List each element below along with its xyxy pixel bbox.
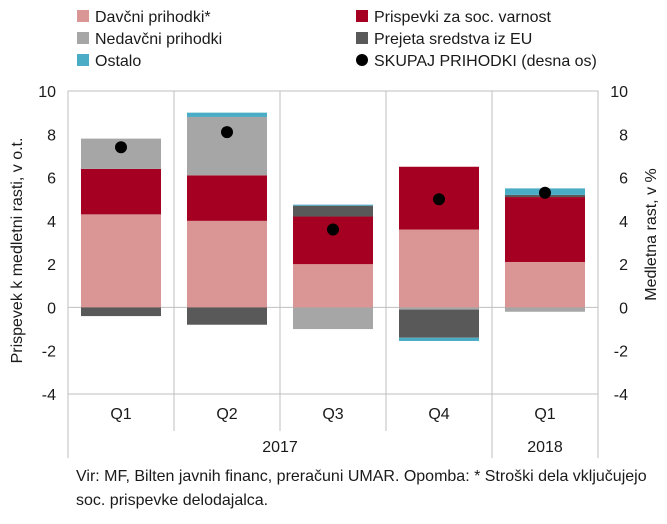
- legend-swatch: [77, 32, 89, 44]
- x-tick-label: Q3: [322, 406, 343, 423]
- y-tick-label: 8: [47, 127, 56, 144]
- bar-segment-1: [399, 229, 479, 308]
- y-tick-label: -2: [42, 344, 56, 361]
- bar-segment-2: [81, 168, 161, 215]
- x-tick-label: Q1: [110, 406, 131, 423]
- legend-label: Ostalo: [95, 53, 141, 70]
- legend-label: SKUPAJ PRIHODKI (desna os): [374, 53, 597, 70]
- legend-label: Prispevki za soc. varnost: [374, 9, 552, 26]
- bar-segment-1: [293, 264, 373, 308]
- bar-segment-4: [293, 205, 373, 217]
- legend-dot: [356, 54, 368, 66]
- y2-tick-label: 4: [619, 214, 628, 231]
- legend-swatch: [77, 54, 89, 66]
- x-tick-label: Q2: [216, 406, 237, 423]
- y-axis-title: Prispevek k medletni rasti, v o.t.: [9, 138, 26, 364]
- bar-segment-1: [505, 261, 585, 308]
- y2-tick-label: 0: [619, 300, 628, 317]
- legend-swatch: [356, 10, 368, 22]
- bar-segment-5: [293, 204, 373, 206]
- y-tick-label: 6: [47, 171, 56, 188]
- y-tick-label: 10: [38, 84, 56, 101]
- year-label: 2018: [527, 439, 563, 456]
- y2-tick-label: 8: [619, 127, 628, 144]
- plot-frame: [67, 90, 599, 395]
- bar-segment-1: [187, 220, 267, 308]
- y2-tick-label: -2: [614, 344, 628, 361]
- legend-swatch: [77, 10, 89, 22]
- total-dot: [221, 126, 233, 139]
- source-note: Vir: MF, Bilten javnih financ, preračuni…: [76, 468, 647, 509]
- legend-label: Prejeta sredstva iz EU: [374, 31, 532, 48]
- y2-tick-label: -4: [614, 387, 628, 404]
- total-dot: [539, 186, 551, 199]
- bar-segment-5: [187, 112, 267, 117]
- bar-segment-3: [187, 116, 267, 176]
- bar-segment-2: [187, 175, 267, 221]
- y2-tick-label: 10: [610, 84, 628, 101]
- y2-tick-label: 6: [619, 171, 628, 188]
- bar-segment-4: [81, 307, 161, 317]
- bar-segment-1: [81, 214, 161, 308]
- bar-segment-2: [505, 197, 585, 262]
- year-label: 2017: [262, 439, 298, 456]
- x-tick-label: Q1: [534, 406, 555, 423]
- y-tick-label: 4: [47, 214, 56, 231]
- bar-segment-4: [187, 307, 267, 325]
- y2-tick-label: 2: [619, 257, 628, 274]
- bar-segment-5: [399, 337, 479, 341]
- y-tick-label: -4: [42, 387, 56, 404]
- y2-axis-title: Medletna rast, v %: [643, 168, 660, 301]
- bar-segment-3: [399, 307, 479, 310]
- total-dot: [115, 141, 127, 154]
- legend-label: Davčni prihodki*: [95, 9, 211, 26]
- total-dot: [327, 223, 339, 236]
- legend-swatch: [356, 32, 368, 44]
- x-tick-label: Q4: [428, 406, 449, 423]
- bar-segment-3: [293, 307, 373, 330]
- y-tick-label: 0: [47, 300, 56, 317]
- bar-segment-3: [505, 307, 585, 312]
- total-dot: [433, 193, 445, 206]
- y-tick-label: 2: [47, 257, 56, 274]
- bar-segment-4: [399, 309, 479, 338]
- legend-label: Nedavčni prihodki: [95, 31, 222, 48]
